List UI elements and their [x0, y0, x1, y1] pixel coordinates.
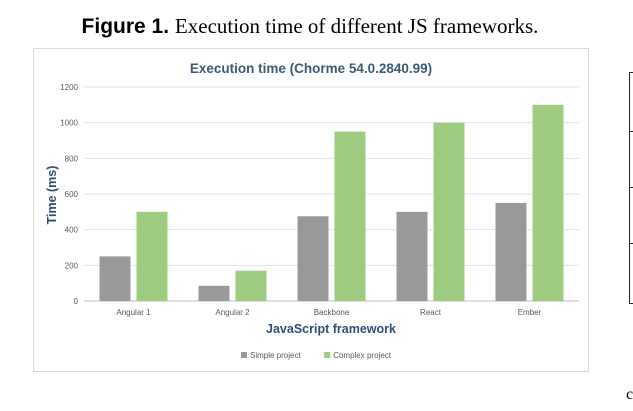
y-tick-label: 1200: [60, 83, 78, 92]
bar-simple-angular-2: [198, 285, 230, 301]
x-tick-label: React: [420, 308, 442, 317]
adjacent-table-edge: [629, 72, 633, 304]
bar-complex-react: [433, 122, 465, 302]
bar-simple-ember: [495, 202, 527, 301]
legend-label: Complex project: [333, 351, 392, 360]
x-tick-label: Backbone: [314, 308, 350, 317]
y-tick-label: 200: [65, 261, 79, 270]
y-axis-label: Time (ms): [45, 166, 59, 225]
y-tick-label: 600: [65, 190, 79, 199]
legend-swatch: [324, 352, 331, 358]
y-tick-label: 800: [65, 154, 79, 163]
bar-simple-backbone: [297, 216, 329, 301]
figure-number: Figure 1.: [81, 15, 170, 38]
bar-complex-angular-2: [235, 270, 267, 301]
bar-simple-angular-1: [99, 256, 131, 301]
legend-label: Simple project: [250, 351, 301, 360]
x-tick-label: Angular 1: [116, 308, 151, 317]
x-axis-label: JavaScript framework: [266, 322, 396, 336]
chart-title: Execution time (Chorme 54.0.2840.99): [190, 61, 432, 76]
chart-frame: Execution time (Chorme 54.0.2840.99) 0 20…: [33, 48, 589, 372]
bars: [99, 104, 564, 302]
bar-complex-backbone: [334, 131, 366, 301]
x-axis-ticks: Angular 1 Angular 2 Backbone React Ember: [116, 308, 541, 317]
figure-caption: Figure 1. Execution time of different JS…: [0, 14, 620, 39]
adjacent-text-fragment: c: [626, 386, 633, 403]
bar-complex-angular-1: [136, 211, 168, 301]
x-tick-label: Ember: [518, 308, 542, 317]
legend: Simple project Complex project: [241, 351, 392, 360]
bar-simple-react: [396, 211, 428, 301]
x-tick-label: Angular 2: [215, 308, 250, 317]
figure-caption-text: Execution time of different JS framework…: [174, 14, 539, 38]
bar-complex-ember: [532, 104, 564, 301]
y-tick-label: 0: [74, 297, 79, 306]
y-tick-label: 400: [65, 226, 79, 235]
bar-chart: Execution time (Chorme 54.0.2840.99) 0 20…: [45, 61, 579, 360]
legend-swatch: [241, 352, 247, 358]
y-axis-ticks: 0 200 400 600 800 1000 1200: [60, 83, 78, 306]
y-tick-label: 1000: [60, 119, 78, 128]
